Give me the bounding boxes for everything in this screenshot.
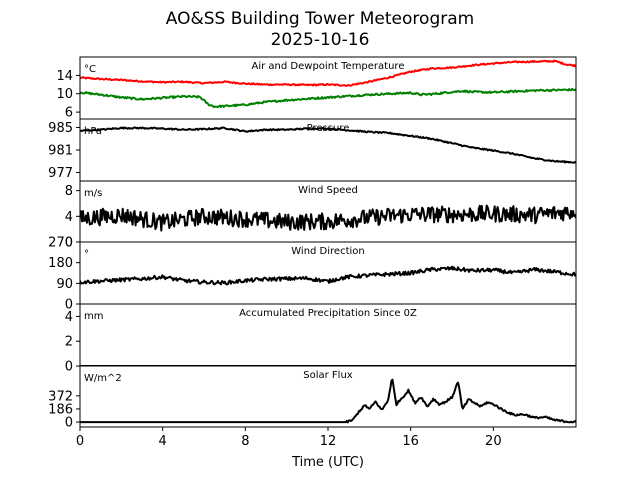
- panel-title-windspeed: Wind Speed: [298, 185, 358, 196]
- y-tick-label-winddir-3: 270: [48, 236, 73, 251]
- y-tick-label-windspeed-0: 0: [65, 236, 73, 251]
- panel-title-solar: Solar Flux: [303, 370, 353, 381]
- x-tick-label-1: 4: [159, 434, 167, 449]
- y-tick-label-precip-1: 2: [65, 335, 73, 350]
- panel-unit-windspeed: m/s: [84, 188, 102, 199]
- chart-title: AO&SS Building Tower Meteorogram: [166, 9, 474, 29]
- y-tick-label-precip-0: 0: [65, 360, 73, 375]
- y-tick-label-temp-2: 14: [56, 69, 73, 84]
- panel-unit-pressure: hPa: [84, 126, 102, 137]
- series-line-temp-0: [80, 59, 576, 87]
- y-tick-label-pressure-2: 985: [48, 121, 73, 136]
- panel-precip: 0 2 4 Accumulated Precipitation Since 0Z mm: [65, 303, 577, 375]
- y-tick-label-temp-0: 6: [65, 106, 73, 121]
- x-axis-label: Time (UTC): [291, 455, 364, 470]
- panel-unit-winddir: °: [84, 249, 89, 260]
- y-tick-label-precip-2: 4: [65, 310, 73, 325]
- y-tick-label-solar-2: 372: [48, 389, 73, 404]
- panel-title-temp: Air and Dewpoint Temperature: [252, 61, 405, 72]
- x-tick-label-3: 12: [320, 434, 337, 449]
- y-tick-label-temp-1: 10: [56, 87, 73, 102]
- y-tick-label-pressure-0: 977: [48, 166, 73, 181]
- panel-temp: 6 10 14 Air and Dewpoint Temperature °C: [56, 56, 577, 121]
- panel-title-winddir: Wind Direction: [291, 246, 365, 257]
- series-line-temp-1: [80, 87, 576, 109]
- panels: 6 10 14 Air and Dewpoint Temperature °C 977 98…: [48, 56, 577, 431]
- series-line-windspeed-0: [80, 204, 576, 232]
- x-tick-label-0: 0: [76, 434, 84, 449]
- panel-windspeed: 0 4 8 Wind Speed m/s: [65, 180, 577, 251]
- series-line-pressure-0: [80, 126, 576, 164]
- y-tick-label-winddir-0: 0: [65, 298, 73, 313]
- y-tick-label-windspeed-2: 8: [65, 184, 73, 199]
- series-line-winddir-0: [80, 265, 576, 286]
- panel-title-precip: Accumulated Precipitation Since 0Z: [239, 308, 417, 319]
- y-tick-label-windspeed-1: 4: [65, 210, 73, 225]
- x-axis: 0 4 8 12 16 20: [76, 427, 502, 449]
- panel-unit-temp: °C: [84, 64, 96, 75]
- x-tick-label-4: 16: [402, 434, 419, 449]
- y-tick-label-solar-1: 186: [48, 402, 73, 417]
- y-tick-label-solar-0: 0: [65, 416, 73, 431]
- panel-pressure: 977 981 985 Pressure hPa: [48, 118, 577, 182]
- panel-unit-precip: mm: [84, 311, 103, 322]
- x-tick-label-5: 20: [485, 434, 502, 449]
- chart-subtitle: 2025-10-16: [271, 30, 370, 50]
- panel-unit-solar: W/m^2: [84, 373, 122, 384]
- y-tick-label-winddir-2: 180: [48, 256, 73, 271]
- panel-winddir: 0 90 180 270 Wind Direction °: [48, 236, 577, 313]
- panel-title-pressure: Pressure: [307, 123, 350, 134]
- y-tick-label-pressure-1: 981: [48, 144, 73, 159]
- y-tick-label-winddir-1: 90: [56, 277, 73, 292]
- series-line-solar-0: [80, 378, 576, 424]
- x-tick-label-2: 8: [241, 434, 249, 449]
